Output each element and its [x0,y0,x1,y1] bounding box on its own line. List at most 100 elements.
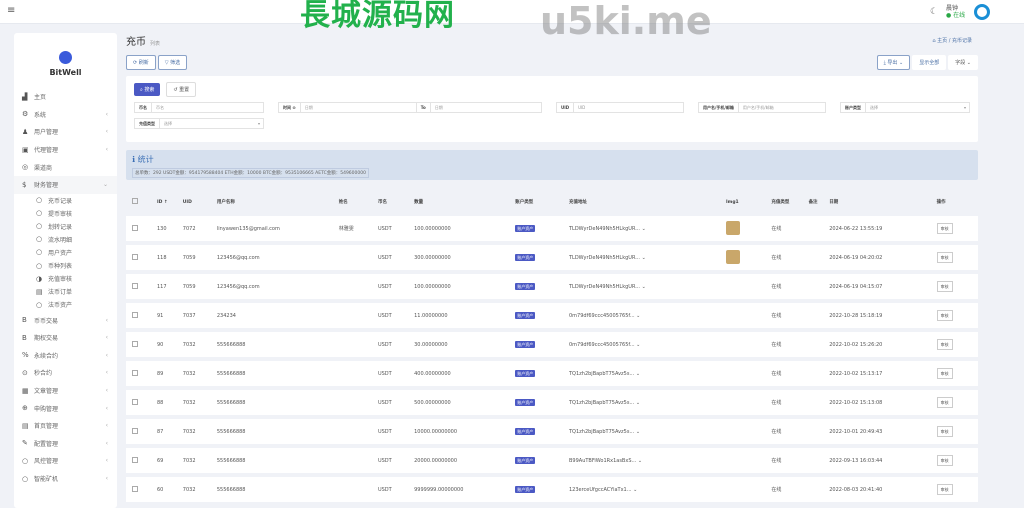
account-type-cell: 账户资产 [515,216,569,241]
breadcrumb-home[interactable]: 主页 [937,38,948,44]
sidebar-item[interactable]: ◎ 渠道商 [14,158,117,176]
expand-icon[interactable]: ⌄ [635,428,641,435]
row-checkbox[interactable] [132,369,138,376]
filter-button[interactable]: ▽ 筛选 [157,55,188,70]
row-select-cell [126,216,157,241]
audit-button[interactable]: 审核 [936,309,953,321]
expand-icon[interactable]: ⌄ [637,457,643,464]
audit-button[interactable]: 审核 [936,222,953,234]
user-info[interactable]: 晨钟 ● 在线 [946,5,965,19]
sidebar-item[interactable]: ♟ 用户管理 ‹ [14,123,117,141]
sidebar-item[interactable]: ○ 法币资产 [14,298,117,311]
sidebar-item-label: 用户资产 [48,249,73,257]
recharge-type-value: 选择 [164,120,172,126]
reset-button[interactable]: ↺ 重置 [166,82,197,97]
audit-button[interactable]: 审核 [936,338,953,350]
audit-button[interactable]: 审核 [936,367,953,379]
brand-name: BitWell [49,68,82,77]
sidebar-item[interactable]: B 币币交易 ‹ [14,311,117,329]
circle-user-icon: ◎ [22,163,29,172]
search-button[interactable]: ⌕ 搜索 [134,83,161,96]
audit-button[interactable]: 审核 [936,251,953,263]
coin-name-field[interactable]: 币名 币名 [134,102,264,113]
uid-field[interactable]: UID UID [556,102,684,113]
sidebar-item[interactable]: ○ 划转记录 [14,220,117,233]
show-all-label: 显示全部 [919,60,940,66]
row-checkbox[interactable] [132,282,138,289]
row-checkbox[interactable] [132,398,138,405]
end-date-placeholder[interactable]: 日期 [434,104,443,110]
sidebar-item-label: 文章管理 [34,388,59,396]
sidebar-item[interactable]: ▤ 法币订单 [14,285,117,298]
sidebar-item[interactable]: ▦ 文章管理 ‹ [14,382,117,400]
moon-icon[interactable]: ☾ [930,7,939,17]
sidebar-item[interactable]: ○ 提币审核 [14,207,117,220]
image-thumbnail[interactable] [725,249,740,264]
expand-icon[interactable]: ⌄ [636,341,641,348]
sidebar-item-label: 秒合约 [34,370,53,378]
sidebar-item[interactable]: % 永续合约 ‹ [14,347,117,365]
sidebar-item[interactable]: ○ 用户资产 [14,246,117,259]
sidebar-item[interactable]: ○ 智能矿机 ‹ [14,470,117,488]
expand-icon[interactable]: ⌄ [641,283,646,290]
row-checkbox[interactable] [132,340,138,347]
audit-button[interactable]: 审核 [936,454,953,466]
avatar[interactable] [974,4,990,20]
column-header[interactable]: ID ↑ [156,199,168,205]
row-checkbox[interactable] [132,427,138,434]
start-date-placeholder[interactable]: 日期 [304,104,313,110]
audit-button[interactable]: 审核 [936,425,953,437]
sidebar-item[interactable]: ⊙ 秒合约 ‹ [14,364,117,382]
action-cell: 审核 [936,477,978,502]
show-all-button[interactable]: 显示全部 [912,55,947,70]
row-checkbox[interactable] [132,485,138,492]
select-all-checkbox[interactable] [132,198,138,204]
audit-button[interactable]: 审核 [936,396,953,408]
refresh-button[interactable]: ⟳ 刷新 [126,55,156,70]
expand-icon[interactable]: ⌄ [641,225,646,232]
account-type-select[interactable]: 账户类型 选择 ▾ [840,102,970,113]
row-checkbox[interactable] [132,224,138,231]
sidebar-item[interactable]: $ 财务管理 ⌄ [14,175,117,194]
table-cell: 在线 [771,274,809,299]
export-button[interactable]: ⤓ 导出 ⌄ [876,55,911,70]
audit-button[interactable]: 审核 [936,280,953,292]
row-checkbox[interactable] [132,311,138,318]
address-text: TLDWyrDeN49Nh5HLkgUR... [568,283,641,290]
sidebar-item[interactable]: ⊕ 申购管理 ‹ [14,399,117,417]
action-cell: 审核 [936,419,978,444]
columns-button[interactable]: 字段 ⌄ [948,55,978,70]
sidebar-item[interactable]: ▣ 代理管理 ‹ [14,141,117,159]
recharge-type-select[interactable]: 充值类型 选择 ▾ [134,118,264,129]
row-select-cell [126,448,157,473]
time-range-field[interactable]: 时间 ⊙ 日期 To 日期 [278,102,542,113]
expand-icon[interactable]: ⌄ [633,486,638,493]
sidebar-item[interactable]: ◑ 充值审核 [14,272,117,285]
sidebar-item[interactable]: ○ 币种列表 [14,259,117,272]
expand-icon[interactable]: ⌄ [641,254,646,261]
expand-icon[interactable]: ⌄ [636,312,641,319]
audit-button[interactable]: 审核 [936,483,953,495]
row-checkbox[interactable] [132,456,138,463]
sidebar-item[interactable]: ✎ 配置管理 ‹ [14,435,117,453]
time-label: 时间 ⊙ [279,103,301,112]
sidebar-item[interactable]: ○ 充币记录 [14,194,117,207]
sidebar-item-label: 首页管理 [34,423,59,431]
sidebar-item[interactable]: ⚙ 系统 ‹ [14,106,117,124]
table-cell [338,332,378,357]
chevron-left-icon: ‹ [105,128,108,136]
row-checkbox[interactable] [132,253,138,260]
circle-icon: ○ [22,456,29,465]
user-search-field[interactable]: 用户名/手机/邮箱 用户名/手机/邮箱 [698,102,826,113]
expand-icon[interactable]: ⌄ [635,370,641,377]
table-cell: 在线 [771,332,809,357]
sidebar-item[interactable]: ▤ 首页管理 ‹ [14,417,117,435]
expand-icon[interactable]: ⌄ [635,399,641,406]
table-row: 69 7032 555666888 USDT 20000.00000000 账户资产 B99… [126,448,978,473]
sidebar-item[interactable]: ○ 流水明细 [14,233,117,246]
hamburger-menu-icon[interactable]: ≡ [7,5,16,16]
sidebar-item[interactable]: B 期权交易 ‹ [14,329,117,347]
image-thumbnail[interactable] [725,220,740,235]
sidebar-item[interactable]: ○ 风控管理 ‹ [14,452,117,470]
sidebar-item[interactable]: ▟ 主页 [14,88,117,106]
